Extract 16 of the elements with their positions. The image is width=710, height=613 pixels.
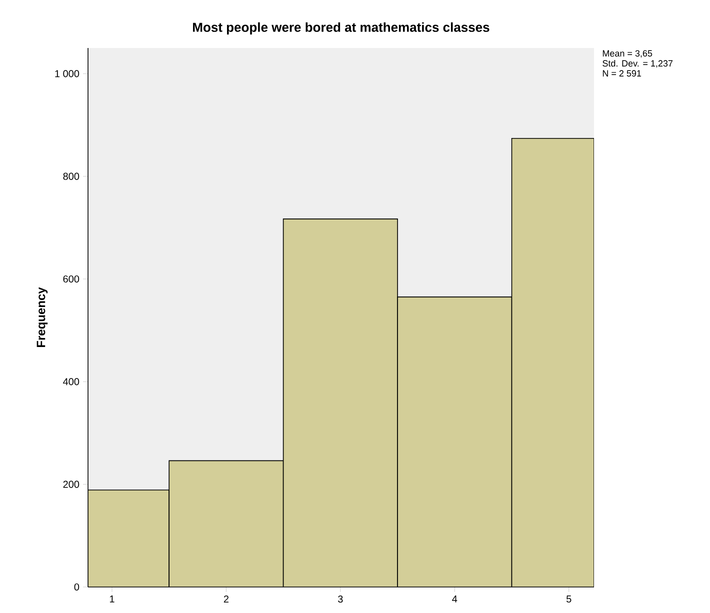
y-axis-title: Frequency: [36, 287, 48, 348]
chart-title: Most people were bored at mathematics classes: [193, 22, 490, 34]
text: N = 2 591: [602, 70, 642, 77]
text: Mean = 3,65: [602, 50, 652, 58]
text: Std. Dev. = 1,237: [602, 60, 673, 68]
y-tick-label: 400: [63, 378, 80, 386]
y-tick-label: 800: [63, 172, 80, 180]
y-tick-label: 200: [63, 480, 80, 488]
x-tick-label: 3: [338, 596, 343, 603]
x-tick-label: 1: [110, 596, 114, 602]
y-tick-label: 1 000: [55, 70, 80, 78]
x-tick-label: 2: [224, 596, 228, 602]
y-tick-label: 0: [74, 583, 80, 591]
y-tick-label: 600: [63, 275, 80, 283]
x-tick-label: 5: [566, 596, 572, 602]
x-tick-label: 4: [452, 596, 458, 602]
